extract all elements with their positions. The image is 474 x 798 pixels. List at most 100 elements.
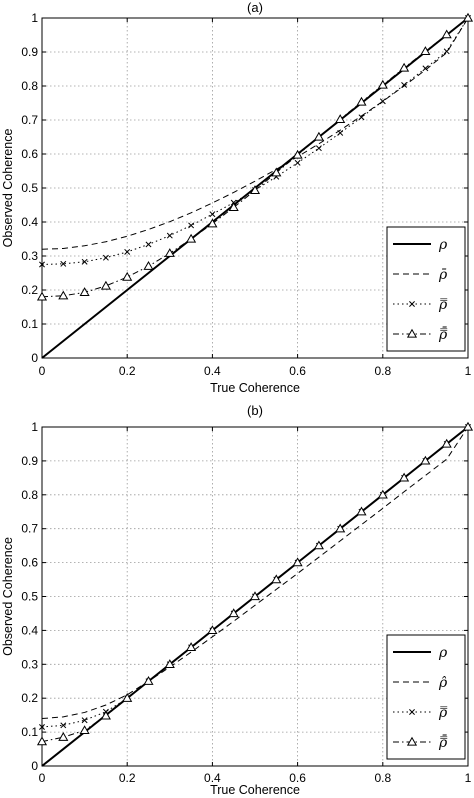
legend-box [386,634,466,760]
x-axis-label: True Coherence [210,783,300,797]
x-tick-label: 0.2 [119,364,136,378]
x-marker-stroke [379,98,386,105]
x-marker [124,248,131,255]
x-marker-stroke [102,254,109,261]
triangle-marker [228,608,239,618]
triangle-marker [36,736,48,746]
legend-label: ρ̿̄ [438,734,448,751]
series-1 [41,426,469,720]
y-tick-label: 0.7 [21,113,38,127]
panel-a: (a) 0 0.2 0.4 0.6 0.8 1 0 0.1 0.2 0.3 0.4 0.5 0.6 0.7 0… [1,0,474,395]
series-line [41,17,469,298]
triangle-marker [441,438,452,448]
x-marker-stroke [337,129,344,136]
x-tick-label: 1 [465,771,472,785]
y-tick-label: 0.4 [21,215,38,229]
triangle-marker [79,725,90,735]
x-marker [102,254,109,261]
triangle-marker [100,280,111,290]
panel-title: (a) [247,0,263,15]
x-tick-label: 0.8 [374,364,391,378]
x-marker-stroke [39,261,45,268]
triangle-marker [399,472,410,482]
x-marker [294,159,301,166]
y-tick-label: 0.9 [21,45,38,59]
triangle-marker [143,260,154,270]
x-marker [39,724,45,730]
triangle-marker [249,591,261,601]
x-marker-stroke [188,222,195,229]
x-marker-stroke [315,145,322,152]
triangle-marker [122,692,133,702]
legend-label: ρ̂ [438,675,448,691]
x-tick-label: 0.6 [289,771,306,785]
triangle-marker [100,710,111,720]
x-marker-stroke [294,159,301,166]
triangle-marker [58,731,69,741]
triangle-marker [207,625,218,635]
x-marker [379,98,386,105]
triangle-marker [462,421,474,431]
series-1 [41,17,469,250]
triangle-marker [292,557,303,567]
x-tick-label: 0.8 [374,771,391,785]
x-marker [39,261,45,268]
x-tick-label: 0 [39,364,46,378]
triangle-marker [143,676,154,685]
x-marker-stroke [81,258,88,265]
triangle-marker [164,659,175,668]
x-marker-stroke [443,48,450,55]
triangle-marker [441,29,452,39]
x-marker [166,232,173,239]
y-axis-label: Observed Coherence [1,537,15,656]
triangle-marker [313,540,324,550]
triangle-marker [271,167,282,177]
x-marker [315,145,322,152]
series-line [41,17,469,250]
triangle-marker [420,455,431,465]
x-marker [60,260,67,267]
y-tick-label: 0.6 [21,147,38,161]
x-marker-stroke [422,65,429,72]
x-marker [443,48,450,55]
triangle-marker [406,328,418,338]
y-tick-label: 0.3 [21,657,38,671]
triangle-marker [313,131,324,141]
x-marker-stroke [39,724,45,730]
triangle-marker [420,46,431,55]
x-marker-stroke [409,709,415,715]
triangle-marker [58,290,69,300]
x-marker-stroke [409,301,415,307]
y-tick-label: 0.8 [21,488,38,502]
triangle-marker [207,218,218,228]
x-marker-stroke [81,717,88,724]
y-tick-label: 0.1 [21,317,38,331]
y-tick-label: 0.2 [21,283,38,297]
x-marker [401,82,408,88]
y-tick-label: 0.2 [21,691,38,705]
legend-label: ρ [438,645,448,661]
x-marker [145,241,152,248]
y-tick-label: 0 [31,351,38,365]
x-marker [81,258,88,265]
series-3 [36,12,474,301]
y-tick-label: 1 [31,420,38,434]
x-marker-stroke [401,82,408,88]
panel-title: (b) [247,403,263,418]
series-3 [36,421,474,746]
triangle-marker [377,79,388,89]
legend-label: ρ̿̄ [438,326,448,343]
legend: ρ ρ̂ ρ̿ ρ̿̄ [386,634,466,760]
legend-box [386,226,466,352]
triangle-marker [186,233,197,243]
series-line [41,426,469,720]
triangle-marker [36,291,48,301]
y-axis-label: Observed Coherence [1,129,15,248]
triangle-marker [335,523,346,533]
y-tick-label: 0.4 [21,623,38,637]
legend: ρ ρ̄ ρ̿ ρ̿̄ [386,226,466,352]
y-tick-label: 0.8 [21,79,38,93]
triangle-marker [292,149,303,159]
triangle-marker [228,202,239,212]
